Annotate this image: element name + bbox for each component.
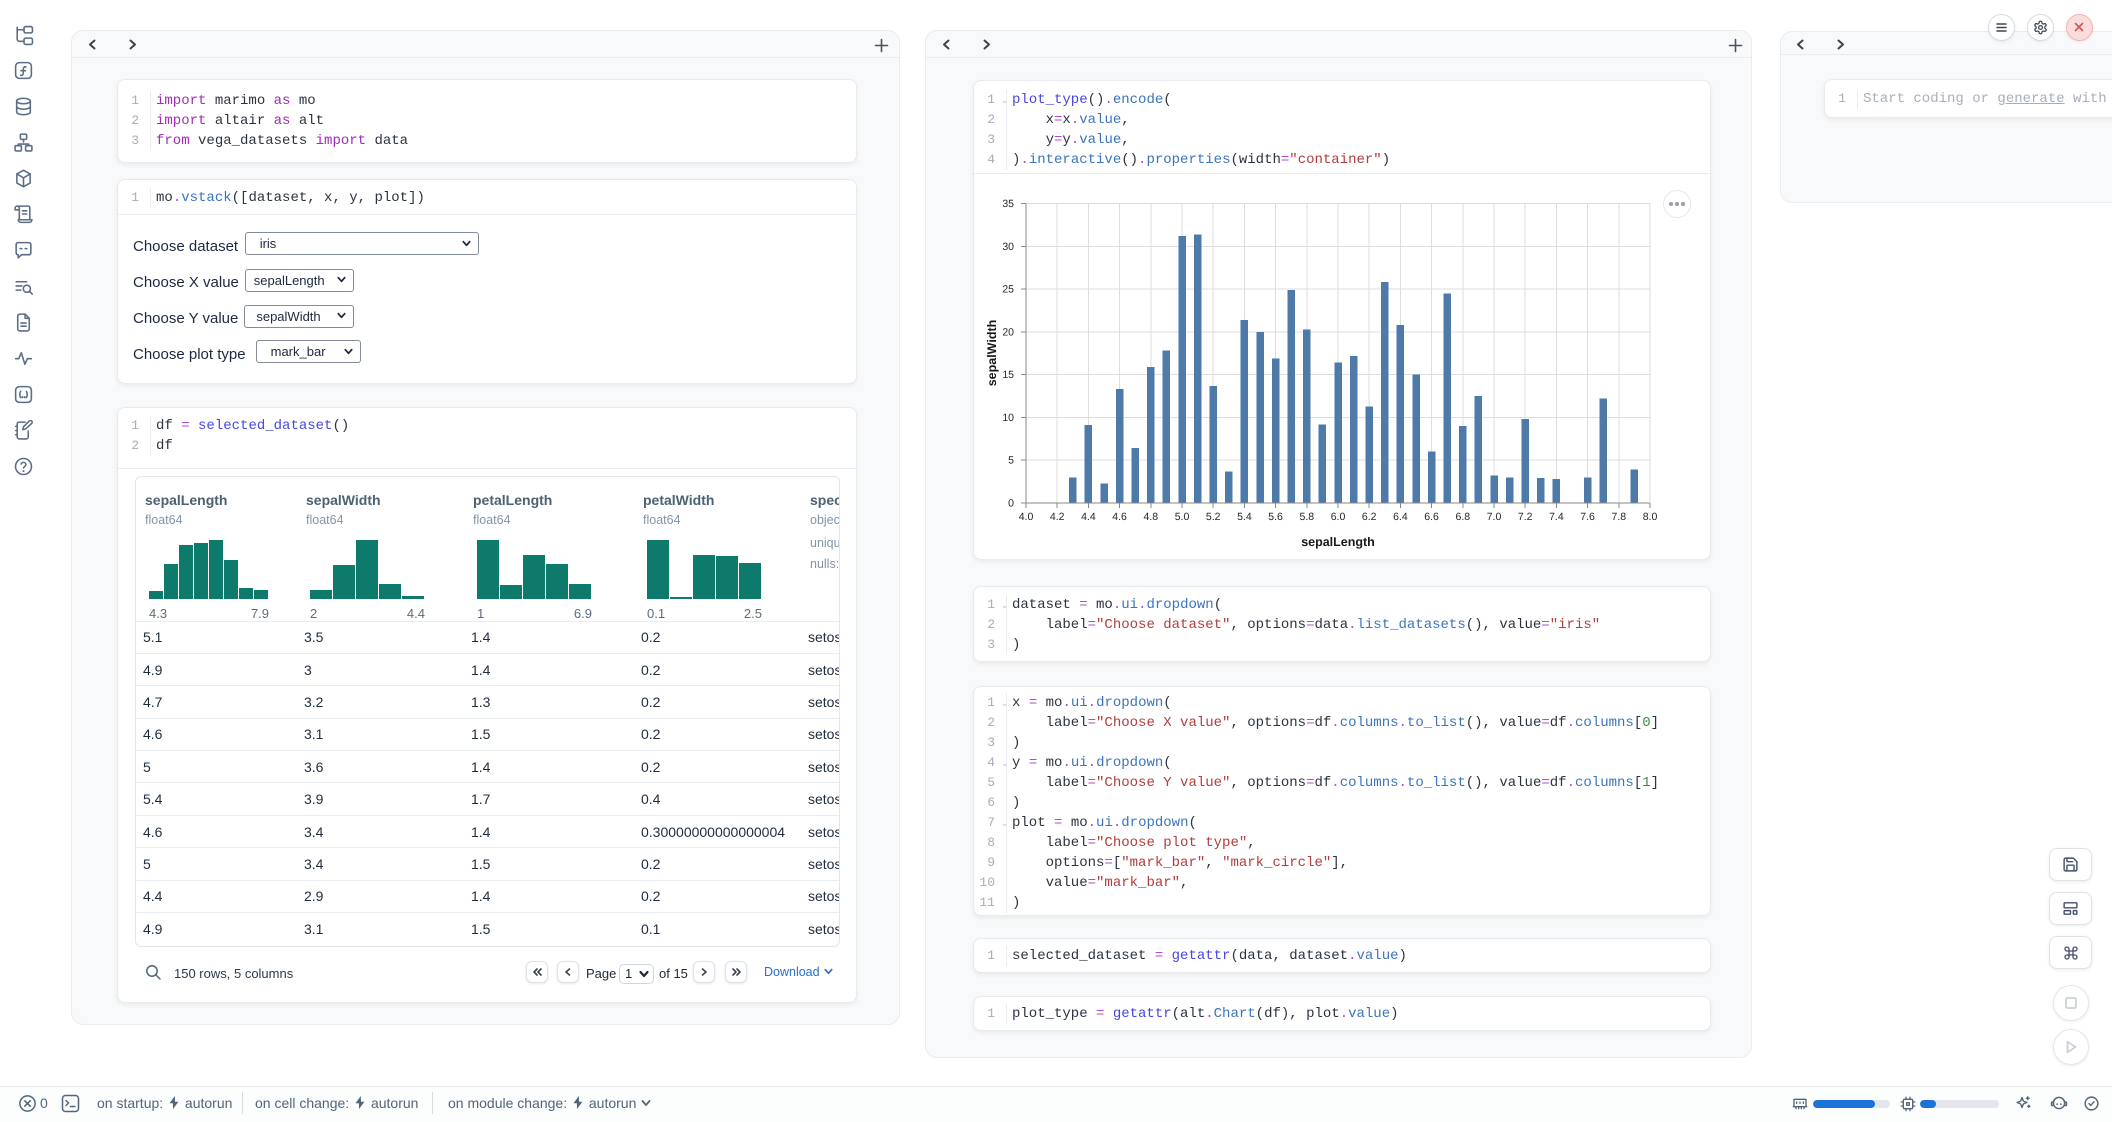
svg-text:5: 5 <box>1008 455 1014 467</box>
svg-text:15: 15 <box>1002 369 1014 381</box>
svg-text:8.0: 8.0 <box>1643 511 1658 523</box>
svg-text:5.6: 5.6 <box>1268 511 1283 523</box>
svg-text:7.6: 7.6 <box>1580 511 1595 523</box>
svg-text:20: 20 <box>1002 326 1014 338</box>
svg-text:6.4: 6.4 <box>1393 511 1408 523</box>
svg-text:5.4: 5.4 <box>1237 511 1252 523</box>
svg-text:6.0: 6.0 <box>1331 511 1346 523</box>
svg-text:6.6: 6.6 <box>1424 511 1439 523</box>
svg-text:25: 25 <box>1002 284 1014 296</box>
svg-text:6.2: 6.2 <box>1362 511 1377 523</box>
svg-text:4.2: 4.2 <box>1050 511 1065 523</box>
svg-text:10: 10 <box>1002 412 1014 424</box>
svg-text:7.2: 7.2 <box>1518 511 1533 523</box>
svg-text:7.8: 7.8 <box>1611 511 1626 523</box>
svg-text:5.0: 5.0 <box>1175 511 1190 523</box>
svg-text:sepalLength: sepalLength <box>1301 535 1375 549</box>
svg-text:30: 30 <box>1002 241 1014 253</box>
svg-text:5.8: 5.8 <box>1299 511 1314 523</box>
svg-text:6.8: 6.8 <box>1455 511 1470 523</box>
svg-text:35: 35 <box>1002 198 1014 210</box>
svg-text:4.0: 4.0 <box>1019 511 1034 523</box>
svg-text:sepalWidth: sepalWidth <box>985 320 999 387</box>
svg-text:4.4: 4.4 <box>1081 511 1096 523</box>
svg-text:4.8: 4.8 <box>1143 511 1158 523</box>
svg-text:7.0: 7.0 <box>1487 511 1502 523</box>
svg-text:7.4: 7.4 <box>1549 511 1564 523</box>
svg-text:5.2: 5.2 <box>1206 511 1221 523</box>
svg-text:4.6: 4.6 <box>1112 511 1127 523</box>
svg-text:0: 0 <box>1008 498 1014 510</box>
